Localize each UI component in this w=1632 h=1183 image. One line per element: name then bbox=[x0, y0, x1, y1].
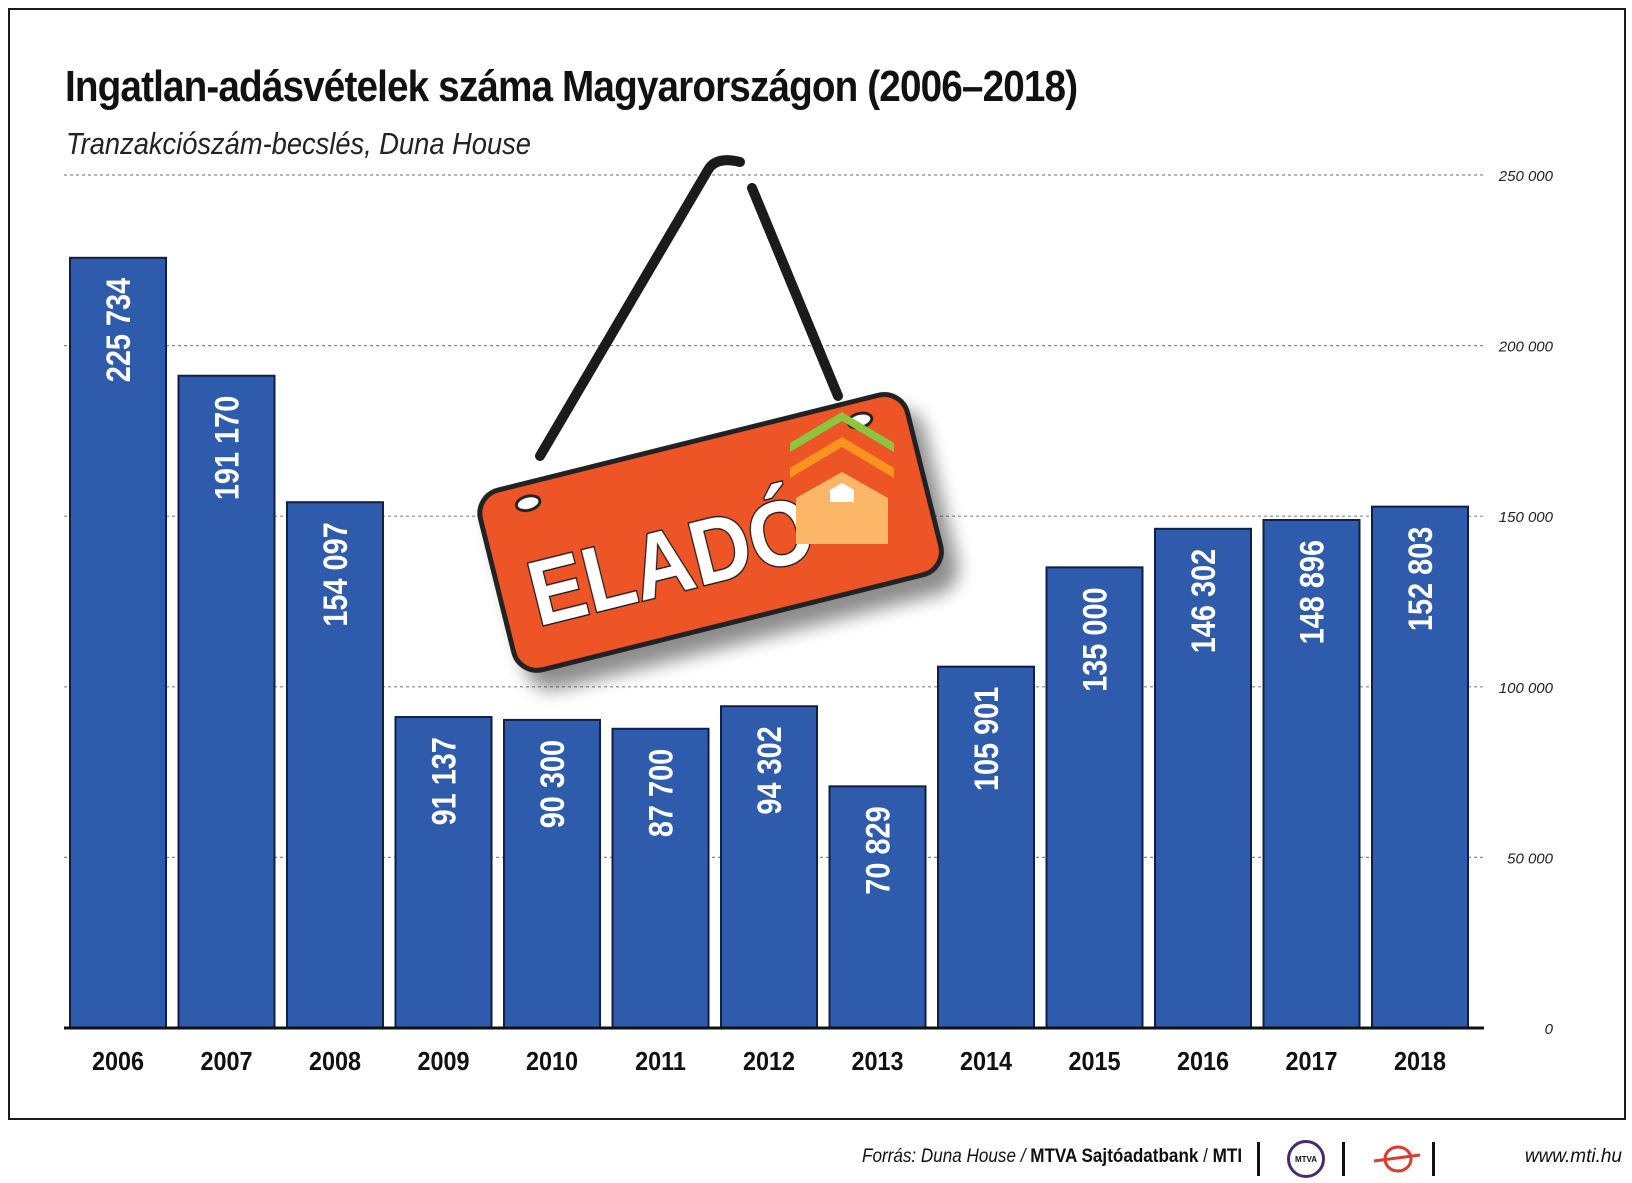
house-icon bbox=[790, 412, 894, 544]
bar bbox=[503, 718, 601, 1030]
data-label: 87 700 bbox=[641, 749, 680, 837]
bar bbox=[394, 716, 493, 1029]
data-label: 191 170 bbox=[207, 396, 246, 500]
sign-board bbox=[477, 392, 944, 673]
mtva-logo: MTVA bbox=[1287, 1140, 1325, 1178]
x-tick-label: 2014 bbox=[960, 1048, 1012, 1076]
data-label: 90 300 bbox=[533, 740, 572, 828]
x-tick-label: 2009 bbox=[417, 1048, 469, 1076]
footer: Forrás: Duna House / MTVA Sajtóadatbank … bbox=[862, 1140, 1622, 1180]
bars bbox=[69, 256, 1469, 1030]
x-tick-label: 2007 bbox=[200, 1048, 252, 1076]
bar bbox=[177, 374, 276, 1029]
y-tick-label: 250 000 bbox=[1498, 168, 1554, 185]
y-tick-label: 150 000 bbox=[1499, 509, 1554, 526]
bar bbox=[611, 727, 710, 1029]
source-org: MTVA Sajtóadatbank bbox=[1030, 1146, 1199, 1167]
x-tick-label: 2018 bbox=[1394, 1048, 1446, 1076]
source-mti: MTI bbox=[1212, 1146, 1243, 1167]
bar bbox=[1045, 566, 1144, 1029]
x-tick-label: 2006 bbox=[92, 1048, 144, 1076]
for-sale-sign: ELADÓ bbox=[477, 155, 944, 673]
x-tick-label: 2012 bbox=[743, 1048, 795, 1076]
bar bbox=[1371, 505, 1469, 1029]
bar bbox=[1262, 518, 1361, 1029]
bar-chart: 0 50 000 100 000 150 000 200 000 250 000 225 … bbox=[64, 155, 1554, 1076]
website-url: www.mti.hu bbox=[1524, 1146, 1622, 1167]
source-prefix: Forrás: Duna House / bbox=[862, 1146, 1031, 1167]
data-label: 225 734 bbox=[99, 277, 138, 382]
y-axis-ticks: 0 50 000 100 000 150 000 200 000 250 000 bbox=[1498, 168, 1554, 1038]
x-tick-label: 2016 bbox=[1177, 1048, 1229, 1076]
bar bbox=[286, 501, 384, 1030]
bar bbox=[937, 665, 1035, 1029]
data-label: 105 901 bbox=[967, 687, 1006, 791]
mtva-logo-text: MTVA bbox=[1294, 1154, 1318, 1164]
data-label: 70 829 bbox=[858, 806, 897, 894]
y-tick-label: 0 bbox=[1545, 1021, 1554, 1038]
bar bbox=[828, 785, 927, 1030]
sign-hanging-cord bbox=[535, 155, 745, 461]
x-tick-label: 2011 bbox=[635, 1048, 686, 1076]
y-tick-label: 200 000 bbox=[1498, 339, 1554, 356]
data-label: 148 896 bbox=[1292, 540, 1331, 644]
data-labels: 225 734 191 170 154 097 91 137 90 300 87 700 9… bbox=[99, 277, 1440, 894]
data-label: 94 302 bbox=[750, 726, 789, 814]
data-label: 135 000 bbox=[1075, 587, 1114, 691]
x-tick-label: 2013 bbox=[851, 1048, 903, 1076]
x-tick-label: 2015 bbox=[1068, 1048, 1120, 1076]
source-separator: / bbox=[1198, 1146, 1213, 1167]
footer-divider bbox=[1257, 1142, 1260, 1176]
y-tick-label: 50 000 bbox=[1507, 850, 1554, 867]
x-tick-label: 2008 bbox=[309, 1048, 361, 1076]
footer-divider bbox=[1432, 1142, 1435, 1176]
source-credit: Forrás: Duna House / MTVA Sajtóadatbank … bbox=[862, 1146, 1242, 1168]
chart-title: Ingatlan-adásvételek száma Magyarországo… bbox=[65, 62, 1078, 111]
data-label: 152 803 bbox=[1401, 527, 1440, 631]
bar bbox=[69, 256, 167, 1029]
x-axis-ticks: 2006 2007 2008 2009 2010 2011 2012 2013 2014 2015… bbox=[92, 1048, 1446, 1076]
bar bbox=[1154, 527, 1252, 1029]
chart-subtitle: Tranzakciószám-becslés, Duna House bbox=[66, 126, 531, 161]
data-label: 91 137 bbox=[424, 737, 463, 825]
x-tick-label: 2017 bbox=[1285, 1048, 1337, 1076]
y-tick-label: 100 000 bbox=[1499, 680, 1554, 697]
data-label: 154 097 bbox=[316, 522, 355, 626]
bar bbox=[720, 705, 818, 1029]
x-tick-label: 2010 bbox=[526, 1048, 578, 1076]
sign-hanging-cord bbox=[747, 183, 843, 401]
mti-logo bbox=[1373, 1145, 1421, 1173]
sign-hole bbox=[514, 494, 542, 513]
data-label: 146 302 bbox=[1184, 549, 1223, 653]
footer-divider bbox=[1342, 1142, 1345, 1176]
